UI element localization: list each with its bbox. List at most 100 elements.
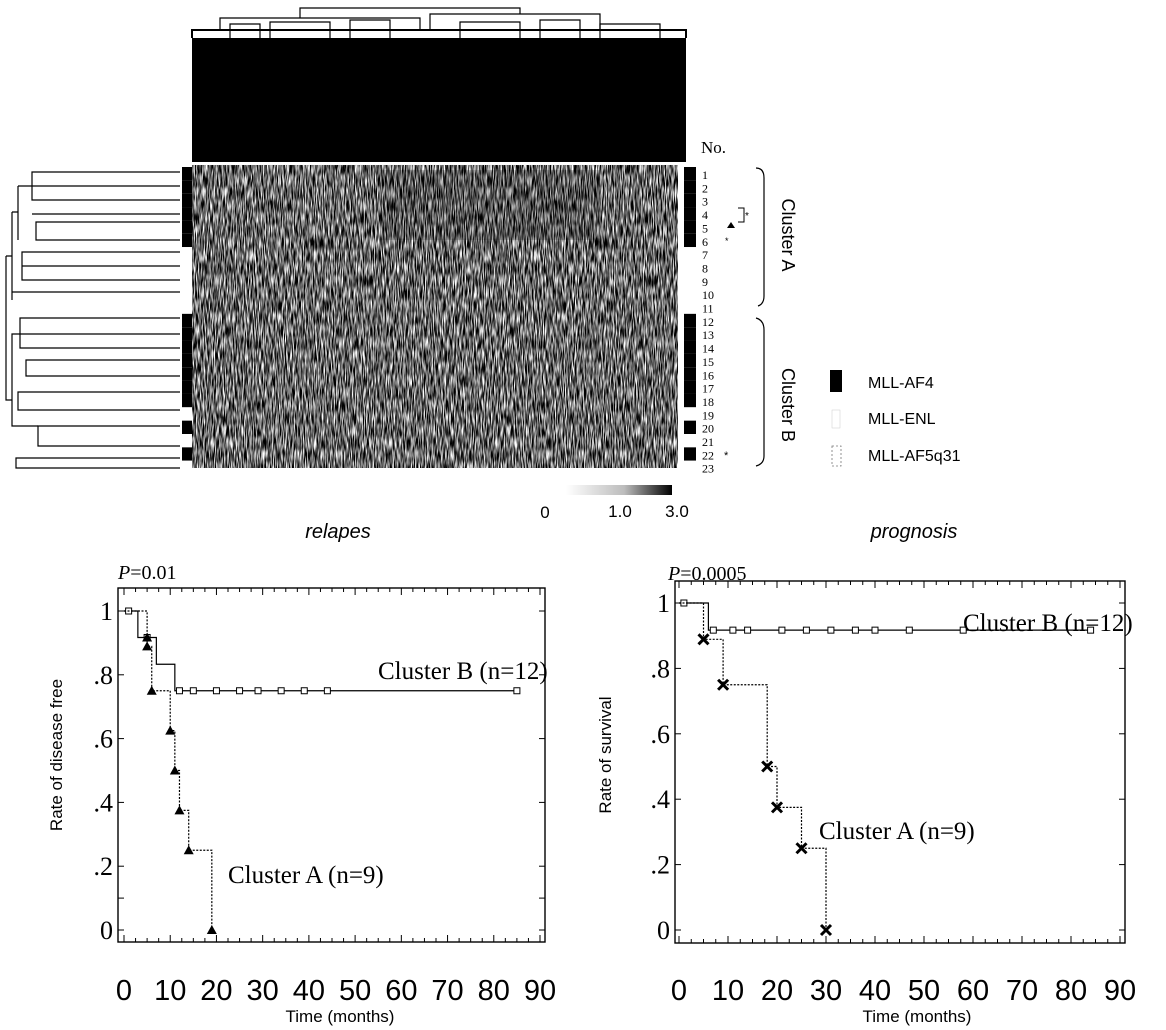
censor-mark	[905, 626, 913, 634]
row-number: 9	[702, 275, 708, 289]
censor-mark	[802, 626, 810, 634]
right-subtype-cell	[684, 434, 696, 448]
x-tick-label: 10	[712, 975, 744, 1007]
survival-curve	[124, 610, 213, 930]
censor-mark	[277, 687, 285, 695]
y-tick-label: .2	[651, 851, 671, 880]
row-number: 14	[702, 342, 714, 356]
censor-mark	[236, 687, 244, 695]
svg-text:*: *	[745, 211, 749, 222]
row-markers: * * *	[724, 207, 749, 462]
right-subtype-cell	[684, 327, 696, 341]
x-tick-label: 10	[154, 975, 186, 1007]
event-mark	[770, 801, 784, 814]
event-mark	[761, 760, 774, 773]
y-tick-label: 0	[100, 916, 113, 945]
left-subtype-cell	[182, 420, 192, 434]
right-subtype-cell	[684, 300, 696, 314]
left-subtype-cell	[182, 353, 192, 368]
legend-swatch-af5q31	[831, 445, 842, 467]
event-mark	[697, 633, 710, 646]
right-subtype-cell	[684, 447, 696, 461]
y-tick-label: .4	[651, 785, 671, 814]
x-axis-label: Time (months)	[863, 1007, 972, 1026]
censor-mark	[778, 626, 786, 634]
legend-label-af5q31: MLL-AF5q31	[868, 448, 961, 465]
x-tick-label: 50	[908, 975, 940, 1007]
right-subtype-cell	[684, 420, 696, 434]
censor-mark	[744, 626, 752, 634]
right-subtype-cell	[684, 393, 696, 408]
legend-swatch-enl	[831, 409, 841, 429]
y-tick-label: .8	[94, 661, 114, 690]
left-subtype-cell	[182, 460, 192, 475]
legend-label-af4: MLL-AF4	[868, 375, 934, 392]
x-tick-label: 90	[1104, 975, 1136, 1007]
left-subtype-cell	[182, 167, 192, 181]
x-tick-label: 80	[1055, 975, 1087, 1007]
left-subtype-cell	[182, 313, 192, 328]
x-axis-label: Time (months)	[286, 1007, 395, 1026]
left-subtype-cell	[182, 273, 192, 288]
row-number: 21	[702, 435, 714, 449]
km-plot-relapse: 0.2.4.6.810 10 20 30 40 50 60 70 80 90relapesP=0.…	[47, 521, 556, 1026]
right-subtype-bar	[684, 167, 696, 475]
row-number: 19	[702, 408, 714, 422]
y-tick-label: .8	[651, 654, 671, 683]
row-number: 17	[702, 382, 714, 396]
left-subtype-cell	[182, 287, 192, 301]
event-mark	[165, 725, 176, 735]
right-subtype-cell	[684, 220, 696, 234]
km-series-cross	[679, 602, 833, 937]
right-subtype-cell	[684, 340, 696, 354]
y-tick-label: .4	[94, 788, 114, 817]
row-number: 20	[702, 422, 714, 436]
x-tick-label: 60	[385, 975, 417, 1007]
left-subtype-cell	[182, 340, 192, 354]
right-subtype-cell	[684, 167, 696, 181]
right-subtype-cell	[684, 313, 696, 328]
right-subtype-cell	[684, 380, 696, 394]
left-subtype-cell	[182, 220, 192, 234]
cluster-brackets	[755, 167, 765, 467]
x-tick-label: 40	[859, 975, 891, 1007]
survival-curve	[124, 610, 517, 692]
x-tick-label: 70	[431, 975, 463, 1007]
censor-mark	[1087, 626, 1095, 634]
left-subtype-cell	[182, 233, 192, 248]
y-tick-label: .6	[651, 720, 671, 749]
event-mark	[819, 923, 833, 937]
right-subtype-cell	[684, 460, 696, 475]
panel-subtitle: relapes	[305, 521, 371, 543]
row-number: 1	[702, 168, 708, 182]
row-number: 12	[702, 315, 714, 329]
event-mark	[174, 805, 185, 815]
left-subtype-cell	[182, 327, 192, 341]
x-tick-label: 90	[524, 975, 556, 1007]
censor-mark	[851, 626, 859, 634]
censor-mark	[729, 626, 737, 634]
right-subtype-cell	[684, 353, 696, 368]
censor-mark	[323, 687, 331, 695]
y-tick-label: .2	[94, 852, 114, 881]
left-subtype-cell	[182, 447, 192, 461]
y-axis-label: Rate of disease free	[47, 679, 66, 831]
x-tick-label: 60	[957, 975, 989, 1007]
x-tick-label: 20	[200, 975, 232, 1007]
row-dendrogram	[5, 171, 180, 469]
right-subtype-cell	[684, 260, 696, 274]
left-subtype-cell	[182, 407, 192, 421]
legend-swatch-af4	[830, 370, 842, 392]
x-tick-label: 30	[247, 975, 279, 1007]
event-mark	[206, 925, 217, 934]
km-plot-survival: 0.2.4.6.810 10 20 30 40 50 60 70 80 90prognosisP=…	[596, 521, 1136, 1026]
right-subtype-cell	[684, 180, 696, 194]
censor-mark	[709, 626, 717, 634]
event-mark	[169, 765, 180, 775]
row-number: 3	[702, 195, 708, 209]
p-value: P=0.01	[117, 562, 177, 584]
event-mark	[795, 842, 808, 855]
right-subtype-cell	[684, 247, 696, 261]
